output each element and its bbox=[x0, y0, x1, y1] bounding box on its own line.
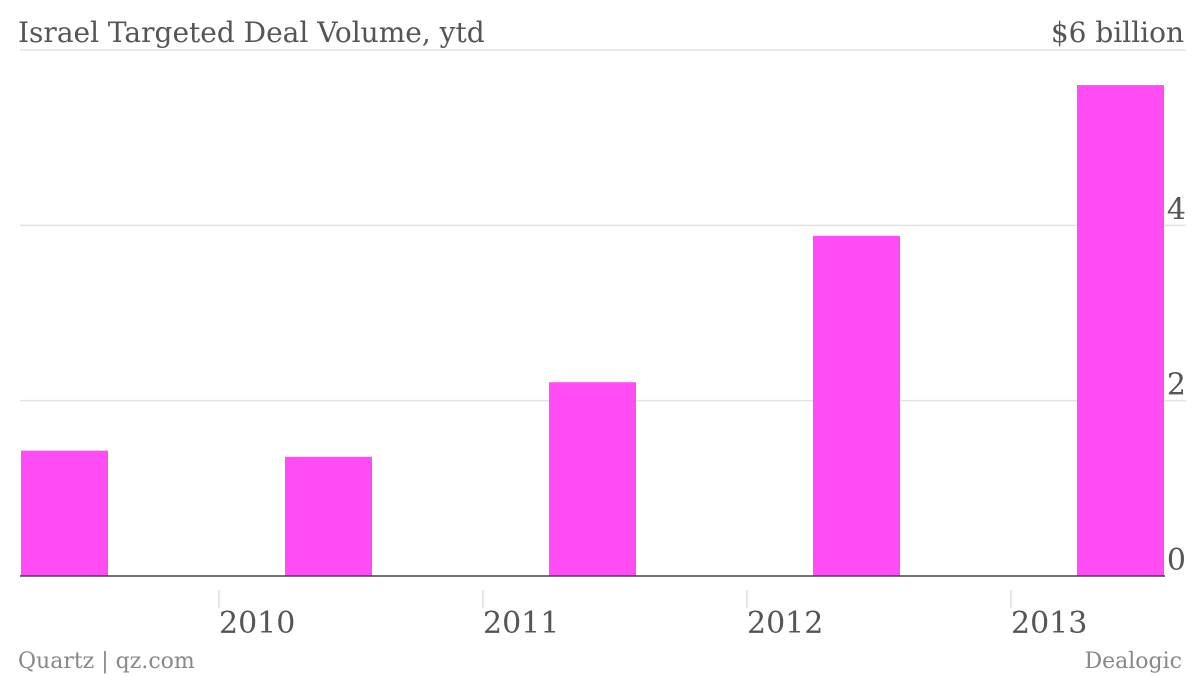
bar bbox=[813, 235, 900, 576]
bar bbox=[1077, 85, 1164, 577]
bar bbox=[549, 382, 636, 576]
x-tick-label: 2011 bbox=[483, 606, 559, 641]
x-axis-ticks: 2010 2011 2012 2013 bbox=[218, 590, 1087, 641]
grid-lines bbox=[20, 49, 1186, 402]
y-axis-unit-label: $6 billion bbox=[1051, 16, 1184, 49]
bars bbox=[21, 85, 1164, 577]
credit-source-right: Dealogic bbox=[1085, 649, 1183, 674]
y-tick-label: 4 bbox=[1167, 192, 1186, 227]
y-tick-label: 2 bbox=[1167, 368, 1186, 403]
chart-title: Israel Targeted Deal Volume, ytd bbox=[18, 16, 485, 49]
bar bbox=[285, 456, 372, 576]
credit-source-left: Quartz | qz.com bbox=[18, 649, 195, 674]
y-tick-label: 0 bbox=[1167, 543, 1186, 578]
y-axis-ticks: 0 2 4 bbox=[1167, 192, 1186, 578]
x-tick-label: 2013 bbox=[1011, 606, 1087, 641]
bar bbox=[21, 450, 108, 576]
x-tick-label: 2010 bbox=[219, 606, 295, 641]
x-tick-label: 2012 bbox=[747, 606, 823, 641]
